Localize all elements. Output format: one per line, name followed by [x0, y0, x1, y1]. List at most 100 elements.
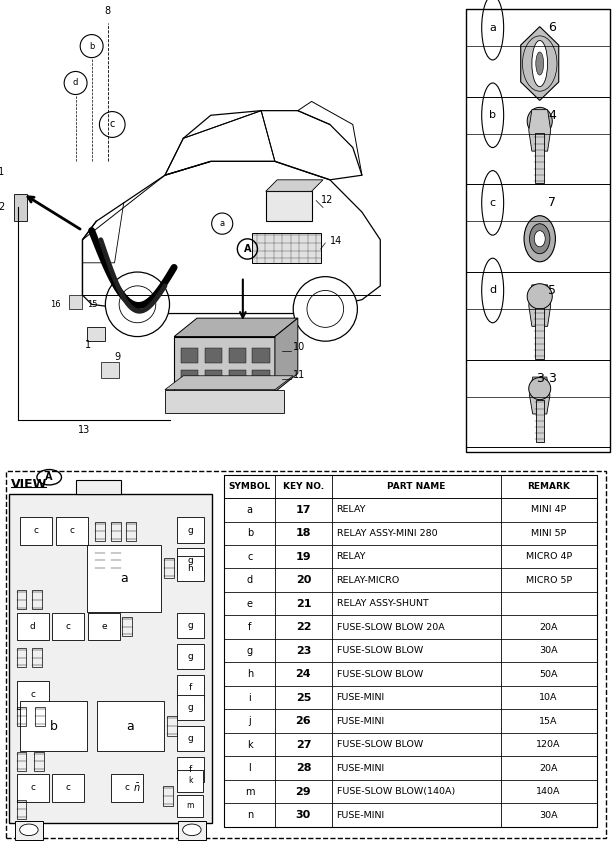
Text: 25: 25 — [296, 693, 311, 703]
Text: 21: 21 — [296, 599, 311, 608]
Polygon shape — [165, 376, 293, 390]
Text: k: k — [247, 739, 253, 750]
Text: a: a — [220, 219, 224, 228]
Bar — [17, 681, 49, 709]
Text: 20A: 20A — [539, 764, 558, 772]
Bar — [32, 591, 42, 609]
Text: MICRO 4P: MICRO 4P — [525, 552, 572, 561]
Text: f: f — [188, 765, 192, 774]
Text: f: f — [188, 683, 192, 692]
Text: 20A: 20A — [539, 623, 558, 632]
Bar — [56, 517, 88, 545]
Ellipse shape — [524, 216, 555, 261]
Text: PART NAME: PART NAME — [387, 481, 445, 491]
Bar — [177, 726, 204, 751]
Text: a: a — [126, 720, 134, 733]
Text: FUSE-SLOW BLOW: FUSE-SLOW BLOW — [336, 740, 423, 749]
Bar — [177, 770, 203, 792]
Text: 4: 4 — [549, 109, 556, 122]
Text: 8: 8 — [105, 6, 111, 16]
Text: c: c — [247, 552, 253, 562]
Bar — [224, 498, 597, 521]
Text: g: g — [187, 557, 193, 565]
Text: b: b — [247, 528, 253, 538]
Bar — [177, 756, 204, 782]
Text: 28: 28 — [296, 763, 311, 773]
Text: 2: 2 — [0, 202, 4, 212]
Ellipse shape — [527, 283, 552, 309]
Bar — [174, 337, 275, 392]
Bar — [52, 613, 84, 640]
Circle shape — [183, 824, 201, 836]
Text: 14: 14 — [330, 236, 342, 246]
Text: 19: 19 — [296, 552, 311, 562]
Bar — [14, 194, 28, 222]
Text: c: c — [30, 783, 35, 793]
Bar — [17, 648, 26, 667]
Text: c: c — [65, 622, 70, 631]
Bar — [97, 701, 164, 751]
Bar — [252, 233, 321, 263]
Text: g: g — [187, 525, 193, 535]
Text: REMARK: REMARK — [527, 481, 570, 491]
Text: c: c — [490, 198, 496, 208]
Text: g: g — [187, 621, 193, 630]
Circle shape — [20, 824, 38, 836]
Text: MINI 4P: MINI 4P — [531, 505, 566, 514]
Text: 13: 13 — [78, 426, 90, 436]
Text: g: g — [187, 703, 193, 712]
Bar — [535, 133, 544, 184]
Bar — [88, 613, 120, 640]
Text: 6: 6 — [549, 21, 556, 34]
Bar — [224, 545, 597, 569]
Text: FUSE-MINI: FUSE-MINI — [336, 810, 385, 820]
Bar — [17, 613, 49, 640]
Bar — [95, 551, 105, 570]
Bar — [177, 548, 204, 574]
Ellipse shape — [530, 223, 550, 254]
Bar — [87, 327, 105, 341]
Bar — [9, 494, 212, 823]
Text: 50A: 50A — [539, 670, 558, 678]
Bar — [177, 674, 204, 700]
Polygon shape — [174, 318, 298, 337]
Text: e: e — [101, 622, 107, 631]
Bar — [69, 295, 82, 309]
Text: g: g — [247, 645, 253, 656]
Bar — [126, 522, 136, 541]
Bar — [111, 551, 121, 570]
Text: 7: 7 — [548, 196, 557, 209]
Text: FUSE-SLOW BLOW 20A: FUSE-SLOW BLOW 20A — [336, 623, 444, 632]
Circle shape — [532, 41, 547, 86]
Bar — [252, 348, 270, 363]
Text: FUSE-SLOW BLOW: FUSE-SLOW BLOW — [336, 670, 423, 678]
Polygon shape — [529, 110, 550, 151]
Bar — [111, 774, 143, 802]
Text: FUSE-MINI: FUSE-MINI — [336, 693, 385, 702]
Bar — [163, 786, 173, 805]
Text: 20: 20 — [296, 575, 311, 585]
Bar — [224, 803, 597, 827]
Bar — [177, 794, 203, 817]
Text: g: g — [187, 734, 193, 743]
Bar — [252, 371, 270, 385]
Text: h: h — [187, 564, 193, 574]
Text: 23: 23 — [296, 645, 311, 656]
Text: MICRO 5P: MICRO 5P — [525, 576, 572, 585]
Polygon shape — [529, 285, 550, 327]
Text: RELAY ASSY-MINI 280: RELAY ASSY-MINI 280 — [336, 529, 437, 538]
Bar — [178, 821, 206, 840]
Text: MINI 5P: MINI 5P — [531, 529, 566, 538]
Circle shape — [105, 272, 170, 337]
Bar — [177, 644, 204, 669]
Bar — [17, 774, 49, 802]
Text: 120A: 120A — [536, 740, 561, 749]
Text: $\bar{n}$: $\bar{n}$ — [133, 782, 141, 794]
Text: 30: 30 — [296, 810, 311, 820]
Bar — [17, 799, 26, 819]
Text: g: g — [187, 652, 193, 661]
Ellipse shape — [534, 231, 546, 247]
Bar — [17, 752, 26, 771]
Text: 15: 15 — [87, 299, 98, 309]
Text: 5: 5 — [548, 284, 557, 297]
